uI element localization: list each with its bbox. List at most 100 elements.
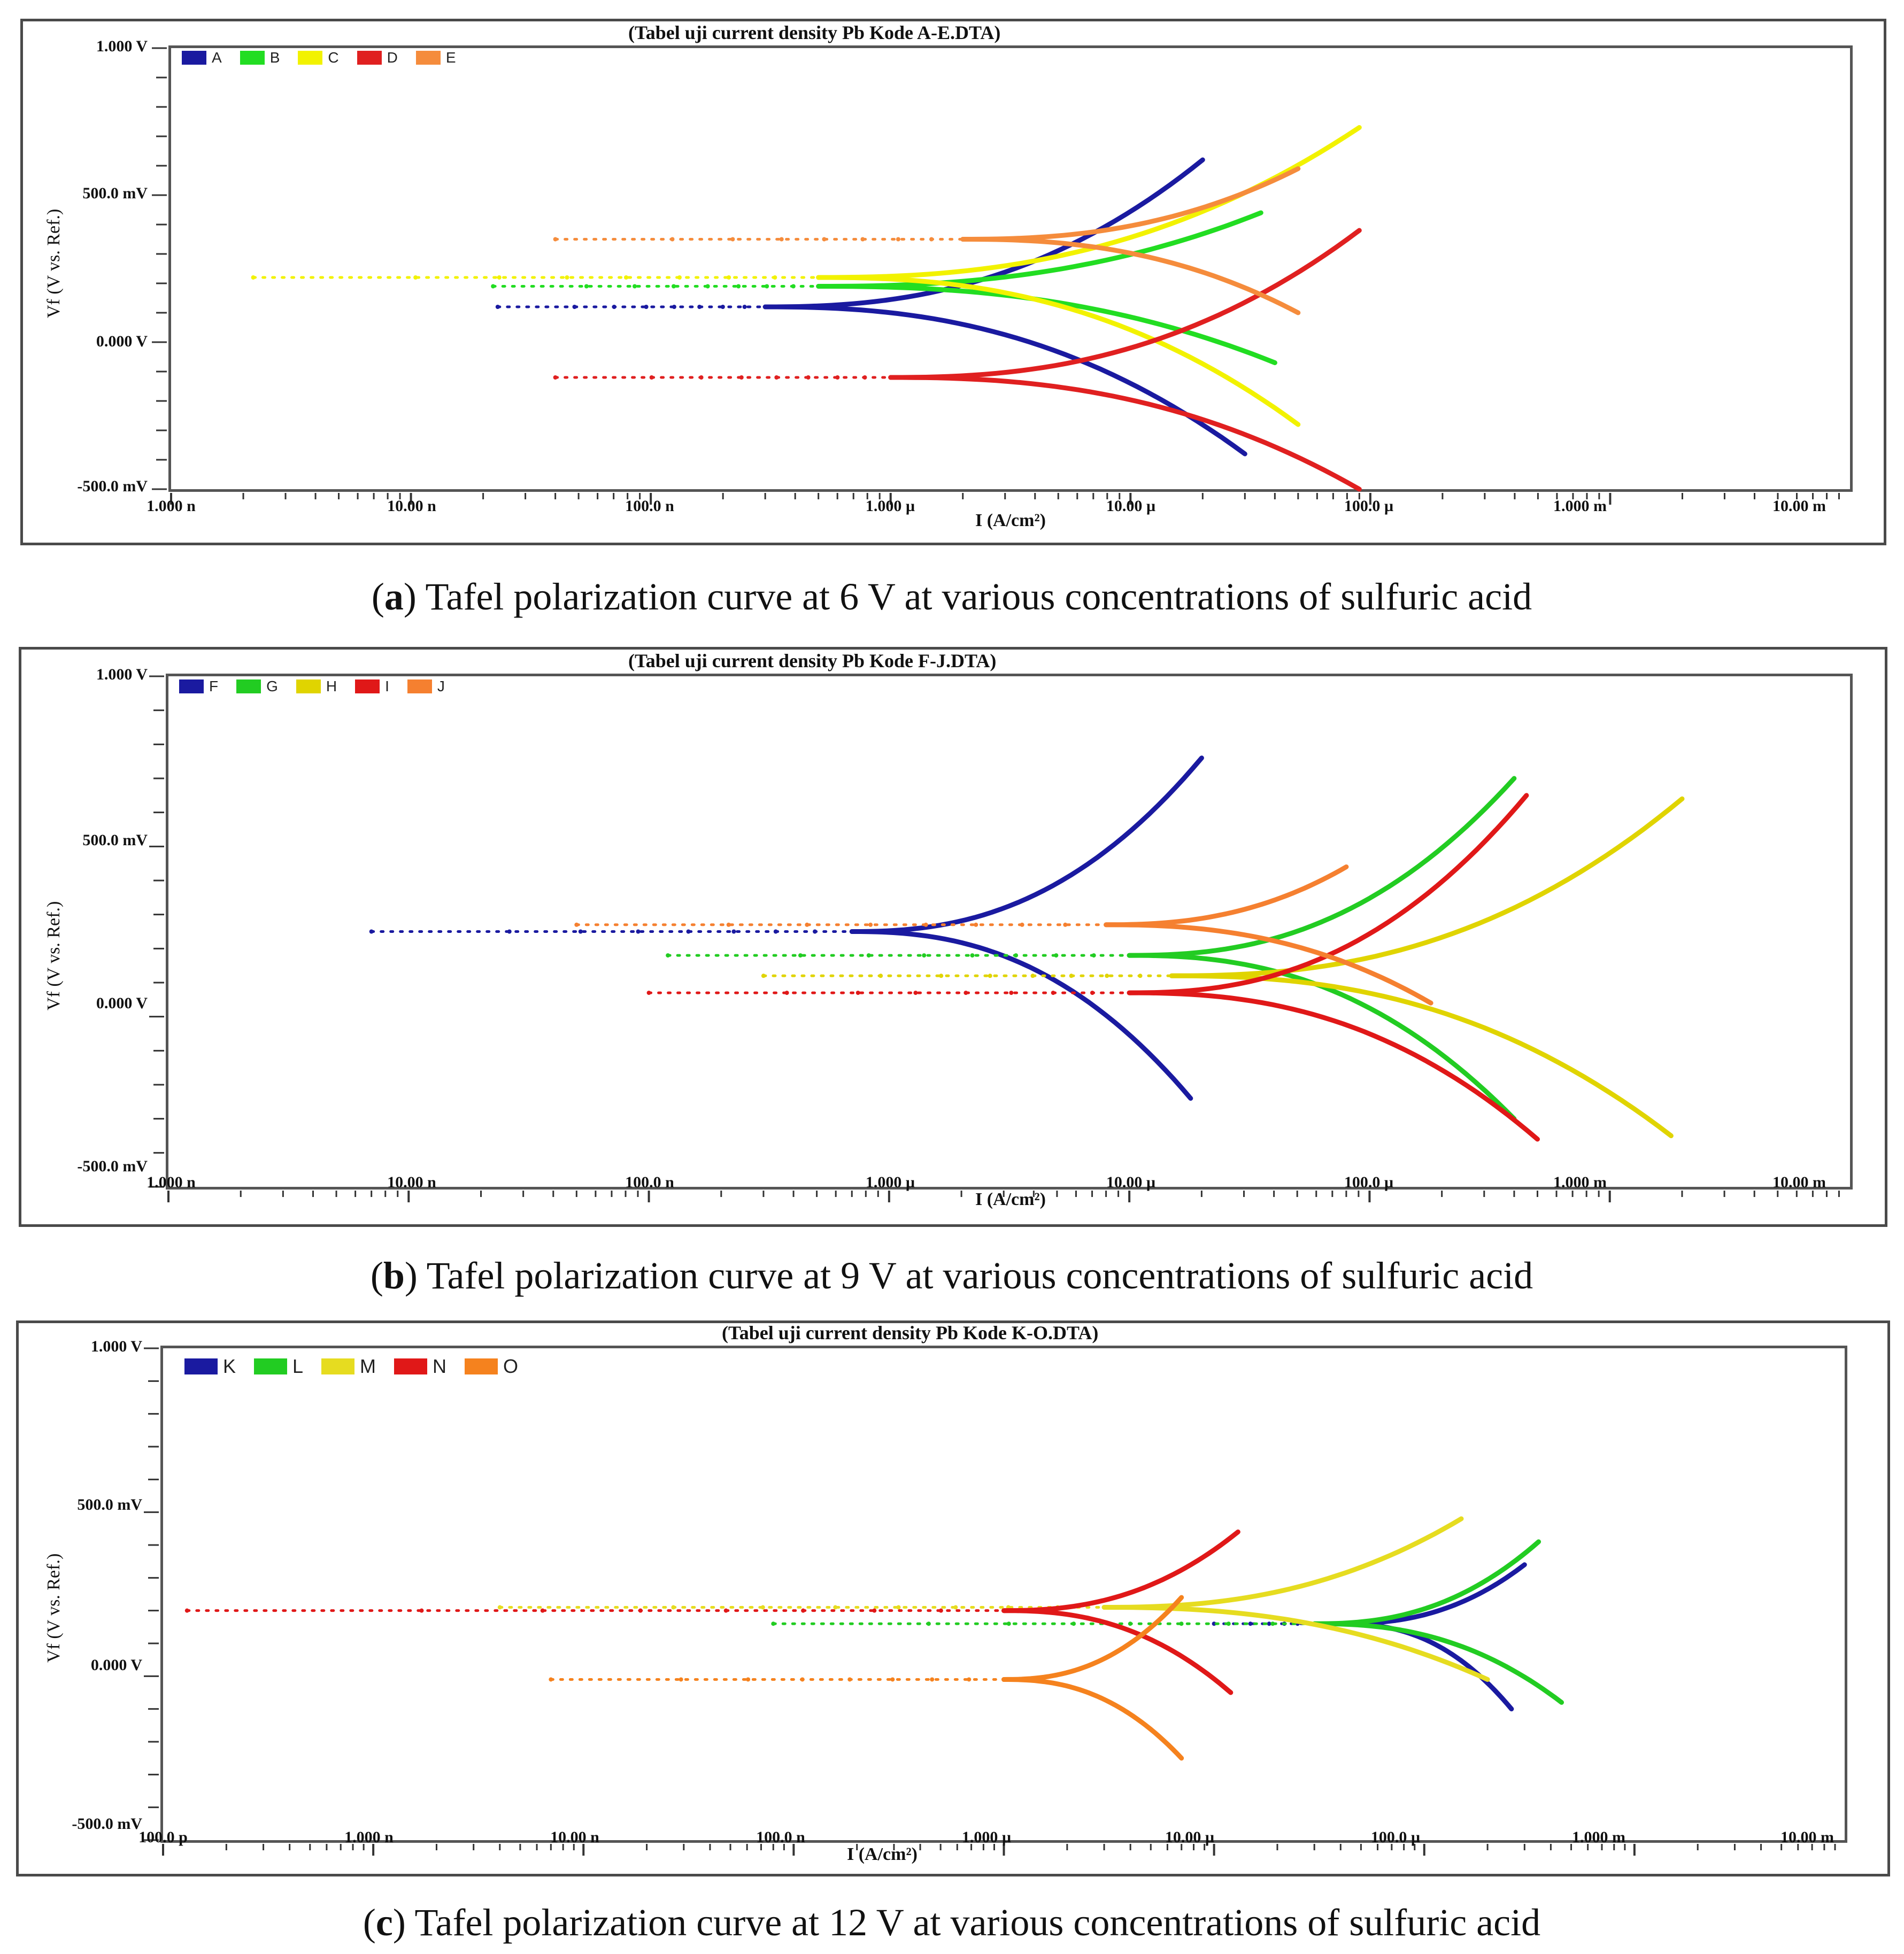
data-point xyxy=(798,953,803,958)
chart-title: (Tabel uji current density Pb Kode K-O.D… xyxy=(722,1322,1099,1343)
data-point xyxy=(746,1677,751,1682)
legend-item-o: O xyxy=(465,1355,518,1378)
data-point xyxy=(930,1677,935,1682)
y-tick-label: 1.000 V xyxy=(96,37,148,55)
data-point xyxy=(727,275,731,280)
y-tick-label: 0.000 V xyxy=(90,1656,142,1674)
caption-letter: b xyxy=(383,1254,405,1297)
data-point xyxy=(872,1608,877,1613)
data-point xyxy=(806,375,811,380)
data-point xyxy=(413,275,418,280)
data-point xyxy=(896,1605,901,1610)
x-tick-label: 1.000 m xyxy=(1553,1173,1607,1191)
data-point xyxy=(644,305,649,309)
data-point xyxy=(584,284,589,289)
data-point xyxy=(761,974,766,978)
legend-label: J xyxy=(437,678,445,694)
data-point xyxy=(779,237,784,242)
data-point xyxy=(805,922,810,927)
legend-label: G xyxy=(266,678,278,694)
series-cathodic-branch xyxy=(1312,1621,1564,1705)
data-point xyxy=(369,929,374,934)
data-point xyxy=(507,929,512,934)
series-cathodic-branch xyxy=(1001,1677,1184,1761)
data-point xyxy=(1212,1621,1216,1626)
x-tick-label: 100.0 n xyxy=(756,1828,805,1846)
y-tick-label: 500.0 mV xyxy=(82,831,148,849)
data-point xyxy=(677,275,682,280)
data-point xyxy=(491,284,496,289)
y-tick-label: -500.0 mV xyxy=(72,1815,142,1833)
legend-item-a: A xyxy=(182,49,222,66)
data-point xyxy=(612,305,616,309)
data-point xyxy=(697,305,702,309)
y-axis-title: Vf (V vs. Ref.) xyxy=(44,1553,64,1663)
x-tick-label: 10.00 µ xyxy=(1106,497,1156,515)
x-tick-label: 100.0 µ xyxy=(1344,1173,1394,1191)
data-point xyxy=(833,1605,838,1610)
data-point xyxy=(731,929,736,934)
data-point xyxy=(967,1677,972,1682)
legend-label: N xyxy=(433,1355,447,1377)
x-tick-label: 100.0 n xyxy=(625,1173,674,1191)
data-point xyxy=(495,305,500,309)
data-point xyxy=(1072,1621,1076,1626)
data-point xyxy=(723,1608,728,1613)
data-point xyxy=(497,1605,502,1610)
series-cathodic-branch xyxy=(849,929,1193,1101)
series-cathodic-branch xyxy=(1001,1608,1234,1695)
legend-item-h: H xyxy=(296,678,337,695)
legend-label: L xyxy=(292,1355,304,1377)
data-point xyxy=(540,1608,545,1613)
data-point xyxy=(847,1677,852,1682)
data-point xyxy=(878,974,883,978)
data-point xyxy=(184,1608,189,1613)
legend-swatch xyxy=(179,679,204,693)
data-point xyxy=(813,929,818,934)
series-anodic-branch xyxy=(1312,1539,1541,1626)
legend-swatch xyxy=(236,679,261,693)
data-point xyxy=(726,922,731,927)
x-tick-label: 1.000 µ xyxy=(961,1828,1012,1846)
series-anodic-branch xyxy=(1001,1530,1240,1613)
data-point xyxy=(670,237,675,242)
legend-label: E xyxy=(445,49,456,66)
x-tick-label: 1.000 m xyxy=(1553,497,1607,515)
caption-letter: c xyxy=(375,1901,393,1944)
data-point xyxy=(553,375,558,380)
data-point xyxy=(938,1608,943,1613)
x-tick-label: 10.00 n xyxy=(550,1828,599,1846)
data-point xyxy=(574,922,579,927)
panel-c: (Tabel uji current density Pb Kode K-O.D… xyxy=(0,1310,1904,1954)
x-tick-label: 10.00 m xyxy=(1772,497,1826,515)
data-point xyxy=(1051,991,1055,995)
legend-label: D xyxy=(387,49,398,66)
data-point xyxy=(636,929,641,934)
series-anodic-branch xyxy=(1104,864,1349,928)
data-point xyxy=(1009,991,1014,995)
legend-item-b: B xyxy=(240,49,280,66)
x-axis-title: I (A/cm²) xyxy=(847,1844,918,1864)
data-point xyxy=(1091,953,1096,958)
legend-item-e: E xyxy=(415,49,456,66)
y-axis-title: Vf (V vs. Ref.) xyxy=(44,208,64,318)
y-tick-label: 500.0 mV xyxy=(82,184,148,202)
data-point xyxy=(633,284,637,289)
data-point xyxy=(923,922,928,927)
series-anodic-branch xyxy=(849,755,1204,934)
x-tick-label: 100.0 n xyxy=(625,497,674,515)
data-point xyxy=(896,237,900,242)
series-anodic-branch xyxy=(816,125,1362,280)
legend-item-f: F xyxy=(179,678,218,695)
x-tick-label: 1.000 µ xyxy=(865,497,915,515)
data-point xyxy=(760,1605,765,1610)
data-point xyxy=(671,284,676,289)
legend-item-d: D xyxy=(357,49,398,66)
data-point xyxy=(784,991,789,995)
caption-text: Tafel polarization curve at 6 V at vario… xyxy=(416,575,1532,618)
data-point xyxy=(862,375,867,380)
data-point xyxy=(1270,1621,1275,1626)
data-point xyxy=(765,284,769,289)
legend: F G H I J xyxy=(179,678,463,695)
series-cathodic-branch xyxy=(960,237,1301,315)
